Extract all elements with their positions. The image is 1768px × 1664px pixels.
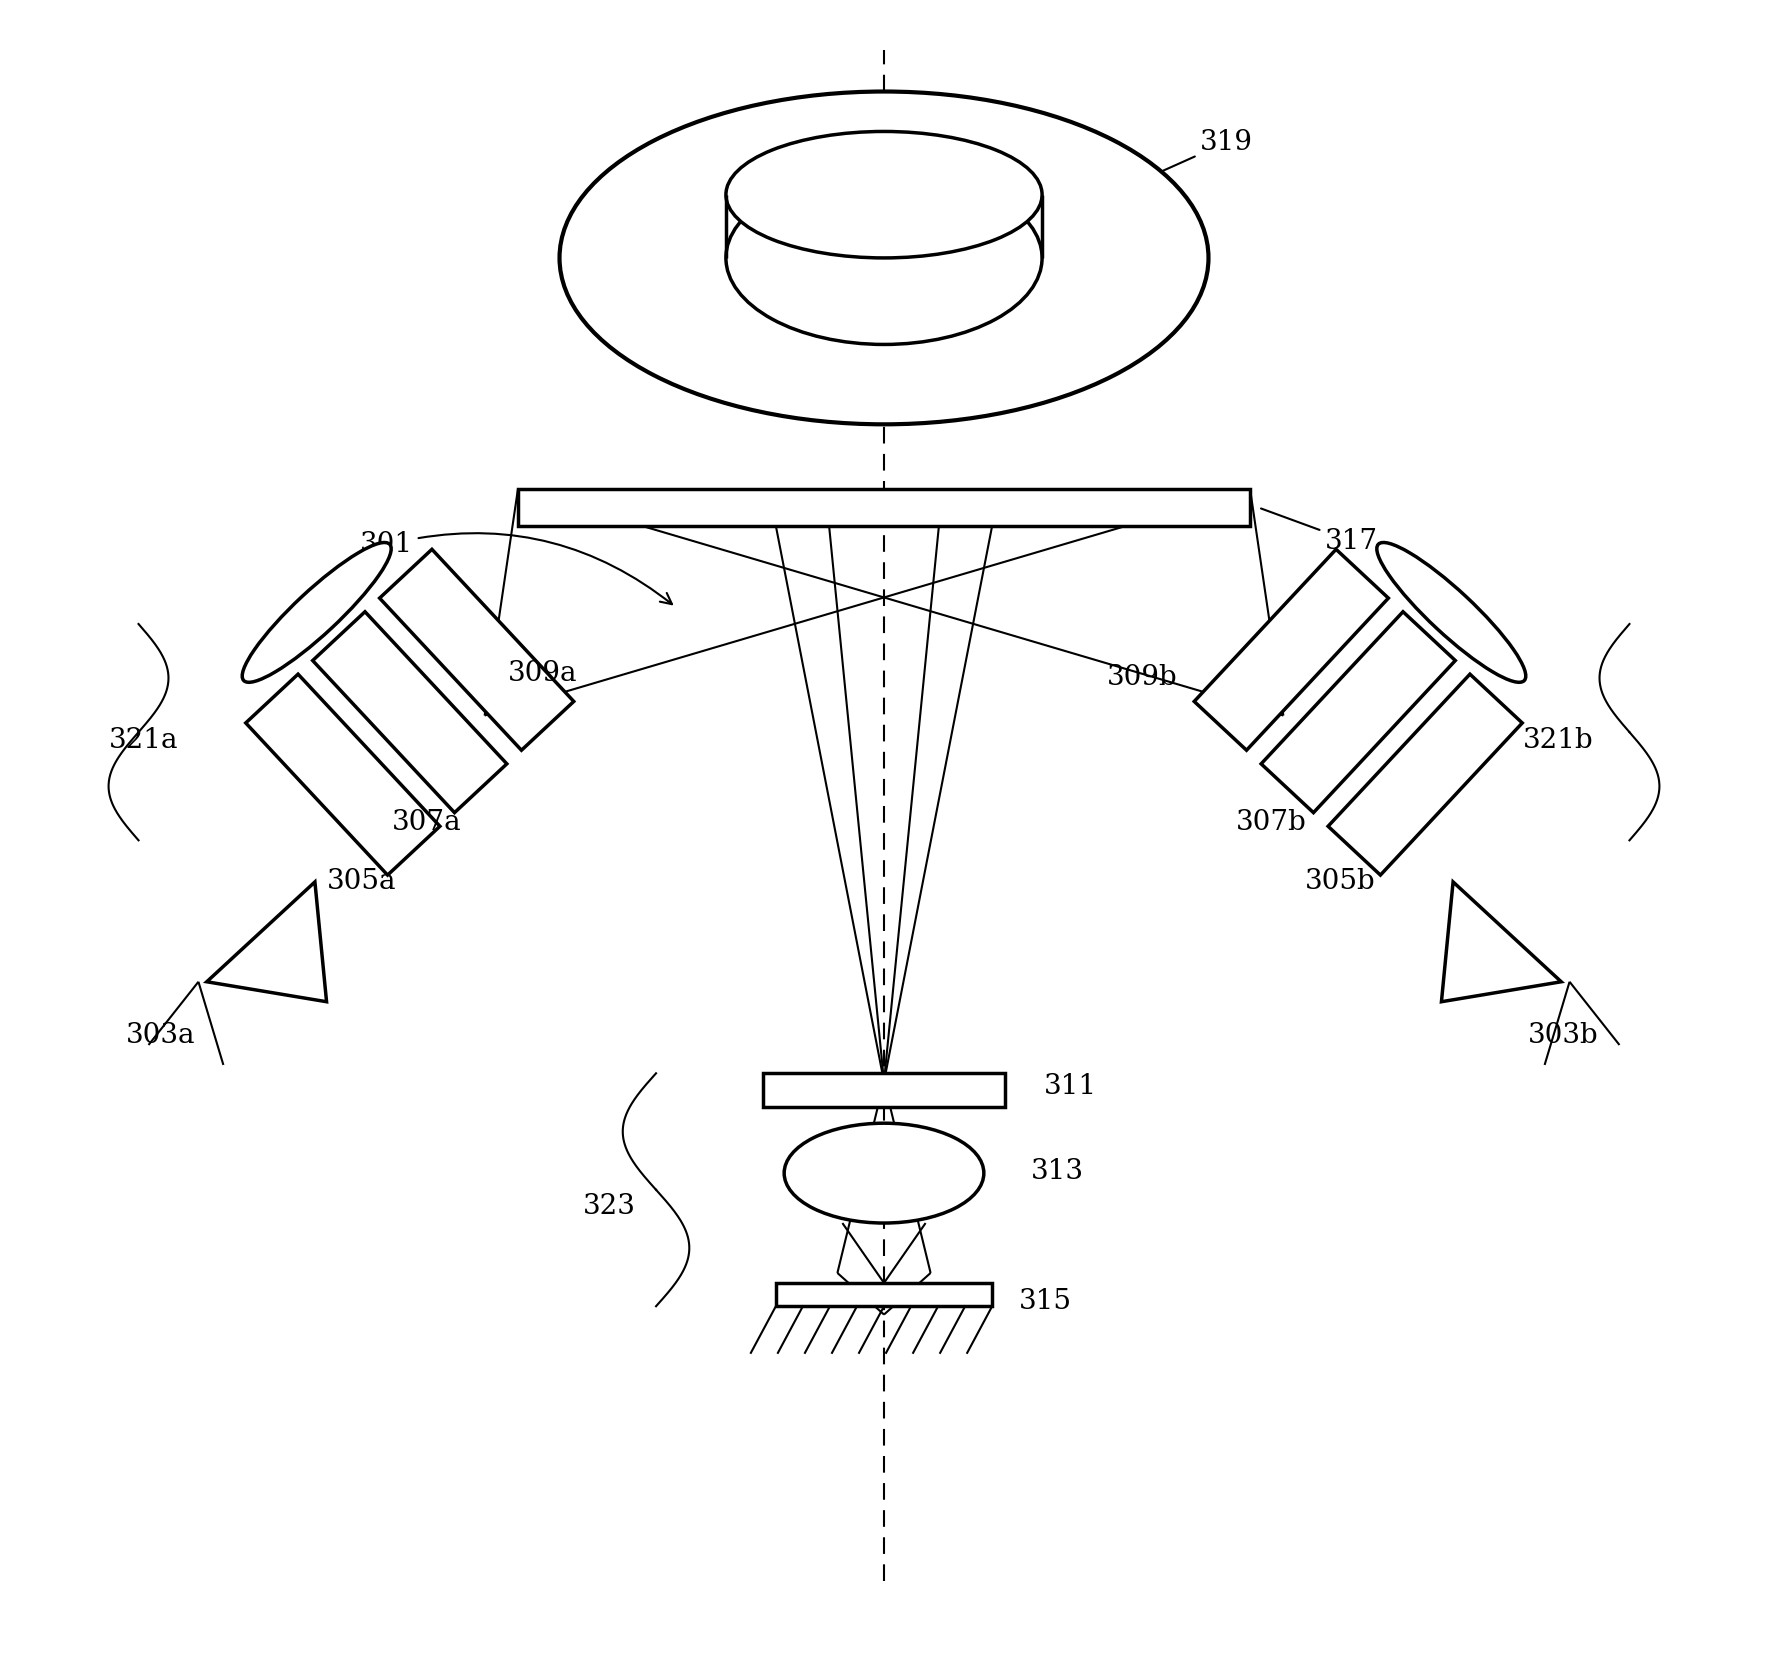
- Text: 305a: 305a: [327, 869, 396, 895]
- Text: 307a: 307a: [391, 809, 461, 835]
- Ellipse shape: [727, 131, 1041, 258]
- Polygon shape: [246, 674, 440, 875]
- Text: 317: 317: [1261, 509, 1377, 556]
- Polygon shape: [313, 612, 507, 812]
- Polygon shape: [518, 489, 1250, 526]
- Polygon shape: [764, 1073, 1004, 1107]
- Text: 311: 311: [1043, 1073, 1096, 1100]
- Text: 321a: 321a: [110, 727, 179, 754]
- Text: 319: 319: [1119, 128, 1254, 190]
- Polygon shape: [380, 549, 575, 750]
- Ellipse shape: [242, 542, 391, 682]
- Text: 315: 315: [1018, 1288, 1071, 1315]
- Polygon shape: [1193, 549, 1388, 750]
- Polygon shape: [776, 1283, 992, 1306]
- Text: 303a: 303a: [126, 1022, 194, 1048]
- Ellipse shape: [1377, 542, 1526, 682]
- Text: 323: 323: [583, 1193, 636, 1220]
- Polygon shape: [1261, 612, 1455, 812]
- Text: 307b: 307b: [1236, 809, 1307, 835]
- Ellipse shape: [559, 92, 1209, 424]
- Text: 321b: 321b: [1522, 727, 1593, 754]
- Text: 313: 313: [1031, 1158, 1084, 1185]
- Polygon shape: [207, 882, 327, 1002]
- Text: 303b: 303b: [1528, 1022, 1598, 1048]
- Text: 301: 301: [361, 531, 672, 604]
- Text: 309b: 309b: [1107, 664, 1177, 691]
- Text: 305b: 305b: [1305, 869, 1376, 895]
- Ellipse shape: [727, 171, 1041, 344]
- Polygon shape: [1441, 882, 1561, 1002]
- Polygon shape: [1328, 674, 1522, 875]
- Ellipse shape: [785, 1123, 983, 1223]
- Text: 309a: 309a: [507, 661, 578, 687]
